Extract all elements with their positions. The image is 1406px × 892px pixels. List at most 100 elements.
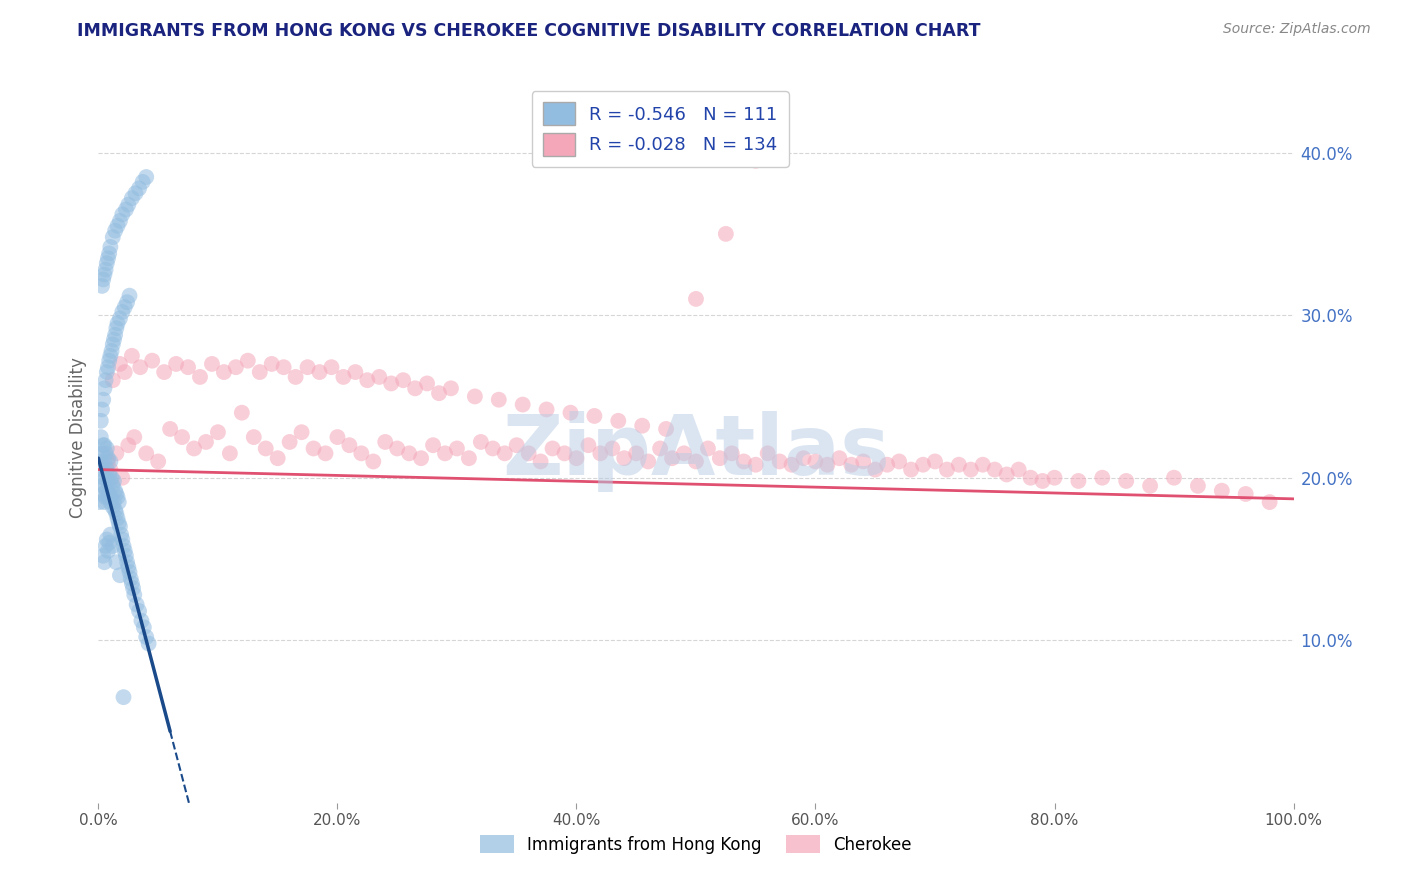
Point <box>108 357 131 371</box>
Point <box>1043 471 1066 485</box>
Point <box>841 458 863 472</box>
Point <box>110 527 132 541</box>
Point <box>231 406 253 420</box>
Point <box>148 454 170 468</box>
Point <box>90 430 112 444</box>
Point <box>118 565 141 579</box>
Point <box>697 442 720 456</box>
Point <box>291 425 314 440</box>
Point <box>273 360 295 375</box>
Point <box>94 373 117 387</box>
Point <box>464 389 486 403</box>
Point <box>138 636 160 650</box>
Point <box>422 438 444 452</box>
Point <box>828 451 851 466</box>
Point <box>721 446 744 460</box>
Point <box>98 495 122 509</box>
Point <box>97 454 120 468</box>
Point <box>195 434 218 449</box>
Point <box>416 376 439 391</box>
Point <box>427 386 450 401</box>
Point <box>1163 471 1185 485</box>
Point <box>98 487 121 501</box>
Point <box>104 483 127 498</box>
Point <box>512 398 534 412</box>
Point <box>94 446 117 460</box>
Point <box>107 490 129 504</box>
Point <box>97 490 120 504</box>
Point <box>104 327 127 342</box>
Point <box>101 230 124 244</box>
Point <box>1032 474 1054 488</box>
Point <box>105 507 128 521</box>
Point <box>103 495 125 509</box>
Point <box>111 471 134 485</box>
Point <box>91 272 114 286</box>
Point <box>560 406 582 420</box>
Point <box>105 555 128 569</box>
Point <box>267 451 290 466</box>
Point <box>733 454 755 468</box>
Point <box>243 430 266 444</box>
Point <box>685 454 707 468</box>
Point <box>112 539 135 553</box>
Point <box>117 560 139 574</box>
Point <box>124 430 146 444</box>
Point <box>368 370 391 384</box>
Point <box>554 446 576 460</box>
Point <box>1115 474 1137 488</box>
Point <box>876 458 898 472</box>
Point <box>434 446 457 460</box>
Point <box>97 252 120 266</box>
Point <box>135 169 157 184</box>
Point <box>101 500 124 514</box>
Legend: Immigrants from Hong Kong, Cherokee: Immigrants from Hong Kong, Cherokee <box>474 829 918 860</box>
Point <box>804 454 827 468</box>
Point <box>302 442 325 456</box>
Point <box>120 572 142 586</box>
Point <box>121 191 143 205</box>
Point <box>132 620 155 634</box>
Point <box>90 454 112 468</box>
Point <box>91 462 114 476</box>
Point <box>114 300 136 314</box>
Text: ZipAtlas: ZipAtlas <box>502 411 890 492</box>
Point <box>101 479 124 493</box>
Point <box>108 311 131 326</box>
Point <box>97 474 120 488</box>
Point <box>135 446 157 460</box>
Point <box>125 598 148 612</box>
Point <box>103 333 125 347</box>
Point <box>90 414 112 428</box>
Point <box>104 503 127 517</box>
Point <box>374 434 396 449</box>
Point <box>984 462 1007 476</box>
Point <box>153 365 176 379</box>
Point <box>131 175 153 189</box>
Point <box>111 305 134 319</box>
Point <box>108 568 131 582</box>
Point <box>103 474 125 488</box>
Point <box>655 422 678 436</box>
Point <box>114 544 136 558</box>
Point <box>1211 483 1233 498</box>
Point <box>714 227 737 241</box>
Point <box>506 438 529 452</box>
Point <box>321 360 343 375</box>
Point <box>98 462 122 476</box>
Point <box>458 451 481 466</box>
Point <box>889 454 911 468</box>
Point <box>536 402 558 417</box>
Point <box>1067 474 1090 488</box>
Point <box>404 381 426 395</box>
Point <box>117 438 139 452</box>
Point <box>326 430 349 444</box>
Point <box>398 446 420 460</box>
Point <box>602 442 624 456</box>
Point <box>108 214 131 228</box>
Point <box>105 446 128 460</box>
Point <box>108 519 131 533</box>
Point <box>105 321 128 335</box>
Point <box>91 479 114 493</box>
Point <box>207 425 229 440</box>
